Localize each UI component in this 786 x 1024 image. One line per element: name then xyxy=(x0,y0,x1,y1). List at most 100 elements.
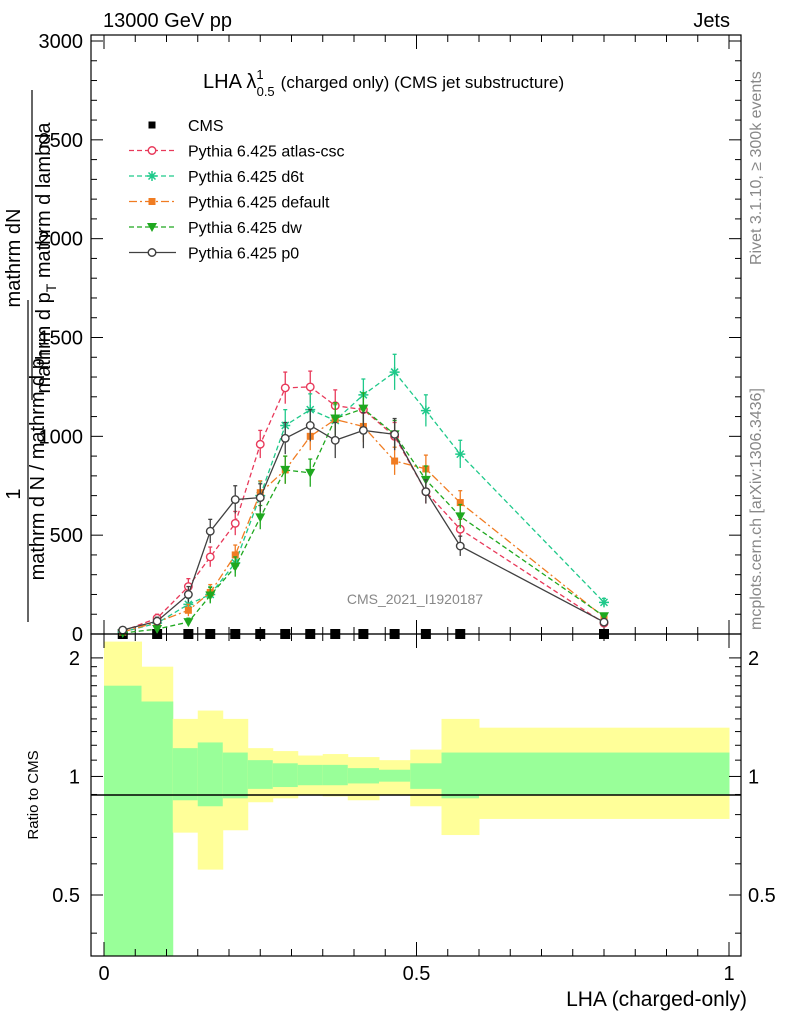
ratio-inner-band xyxy=(410,763,442,789)
y-tick-label: 2000 xyxy=(39,229,84,251)
point-marker xyxy=(118,625,128,635)
series-line xyxy=(122,418,605,633)
top-panel-axes: 0 500 1000 1500 2000 2500 3000 xyxy=(39,31,741,646)
point-marker xyxy=(255,439,265,449)
ratio-inner-band xyxy=(247,760,274,789)
legend-item: CMS xyxy=(148,118,224,135)
point-marker xyxy=(147,146,157,155)
ratio-inner-band xyxy=(104,685,142,956)
series-line xyxy=(122,424,605,631)
ratio-y-tick-label: 1 xyxy=(69,766,80,788)
y-tick-label: 3000 xyxy=(39,31,84,53)
point-marker xyxy=(599,597,609,608)
rivet-label: Rivet 3.1.10, ≥ 300k events xyxy=(748,71,765,265)
legend-item: Pythia 6.425 d6t xyxy=(129,169,304,186)
y-tick-label: 2500 xyxy=(39,130,84,152)
ratio-panel-axes: 0.5 0.5 1 1 2 2 0 0.5 1 xyxy=(52,634,776,985)
point-marker xyxy=(305,382,315,392)
point-marker xyxy=(230,562,241,572)
header-left: 13000 GeV pp xyxy=(103,10,232,32)
legend-item: Pythia 6.425 dw xyxy=(129,220,302,237)
y-tick-label: 1500 xyxy=(39,328,84,350)
point-marker xyxy=(148,121,156,129)
legend-label: Pythia 6.425 default xyxy=(188,195,330,212)
point-marker xyxy=(455,541,465,551)
point-marker xyxy=(205,591,216,601)
point-marker xyxy=(305,421,315,430)
point-marker xyxy=(389,367,400,378)
legend: CMS Pythia 6.425 atlas-csc Pythia 6.425 d6… xyxy=(129,118,345,263)
point-marker xyxy=(421,487,431,497)
ylabel-lead-denominator: mathrm d N / mathrm d pT xyxy=(27,349,53,580)
y-tick-label: 1000 xyxy=(39,426,84,448)
header-right: Jets xyxy=(693,10,730,32)
point-marker xyxy=(205,526,215,536)
legend-item: Pythia 6.425 atlas-csc xyxy=(129,144,345,161)
legend-label: CMS xyxy=(188,118,224,135)
point-marker xyxy=(305,468,316,478)
point-marker xyxy=(280,433,290,443)
point-marker xyxy=(358,404,369,414)
ratio-ylabel: Ratio to CMS xyxy=(25,750,42,839)
ratio-y-tick-label: 2 xyxy=(69,648,80,670)
ratio-inner-band xyxy=(222,752,249,799)
point-marker xyxy=(255,493,265,503)
point-marker xyxy=(599,617,609,627)
point-marker xyxy=(599,612,609,622)
ratio-inner-band xyxy=(479,752,730,795)
ratio-y-tick-label: 0.5 xyxy=(52,885,80,907)
point-marker xyxy=(390,429,400,439)
point-marker xyxy=(330,414,341,424)
point-marker xyxy=(330,435,340,445)
point-marker xyxy=(455,449,466,460)
point-marker xyxy=(147,223,157,232)
point-marker xyxy=(148,198,156,205)
x-tick-label: 0 xyxy=(98,963,109,985)
x-axis-label: LHA (charged-only) xyxy=(566,988,747,1011)
point-marker xyxy=(280,383,290,393)
point-marker xyxy=(230,495,240,505)
legend-item: Pythia 6.425 p0 xyxy=(129,246,299,263)
source-label: mcplots.cern.ch [arXiv:1306.3436] xyxy=(748,388,765,630)
point-marker xyxy=(205,552,215,562)
ratio-y-tick-label-right: 0.5 xyxy=(748,885,776,907)
ratio-inner-band xyxy=(197,742,224,807)
y-tick-label: 0 xyxy=(72,624,83,646)
point-marker xyxy=(455,512,466,522)
point-marker xyxy=(358,425,368,435)
legend-label: Pythia 6.425 d6t xyxy=(188,169,304,186)
legend-label: Pythia 6.425 p0 xyxy=(188,246,299,263)
ratio-inner-band xyxy=(272,763,299,788)
point-marker xyxy=(231,551,239,559)
ratio-inner-band xyxy=(141,701,174,956)
point-marker xyxy=(230,518,240,528)
ratio-inner-band xyxy=(322,764,349,786)
ylabel-lead-numerator: 1 xyxy=(3,488,25,499)
point-marker xyxy=(456,499,464,507)
ratio-inner-band xyxy=(441,752,480,799)
ylabel-numerator: mathrm dN xyxy=(3,209,25,308)
point-marker xyxy=(183,590,193,599)
point-marker xyxy=(152,616,162,626)
point-marker xyxy=(280,465,291,475)
top-ylabel: mathrm dN mathrm d pT mathrm d lambda 1 … xyxy=(3,90,59,622)
ratio-inner-band xyxy=(297,764,324,786)
ratio-y-tick-label-right: 1 xyxy=(748,766,759,788)
series-line xyxy=(122,371,605,633)
plot-title: LHA λ1 0.5 (charged only) (CMS jet substru… xyxy=(203,67,564,99)
ylabel-denominator: mathrm d pT mathrm d lambda xyxy=(33,122,59,394)
ratio-inner-band xyxy=(379,769,411,782)
legend-item: Pythia 6.425 default xyxy=(129,195,330,212)
watermark: CMS_2021_I1920187 xyxy=(347,591,483,607)
point-marker xyxy=(147,171,157,181)
x-tick-label: 0.5 xyxy=(403,963,431,985)
point-marker xyxy=(184,606,192,614)
legend-label: Pythia 6.425 atlas-csc xyxy=(188,144,345,161)
ratio-bands xyxy=(104,641,730,956)
ratio-inner-band xyxy=(172,748,199,801)
point-marker xyxy=(183,618,194,628)
ratio-y-tick-label-right: 2 xyxy=(748,648,759,670)
series-line xyxy=(122,407,605,634)
point-marker xyxy=(152,625,163,635)
